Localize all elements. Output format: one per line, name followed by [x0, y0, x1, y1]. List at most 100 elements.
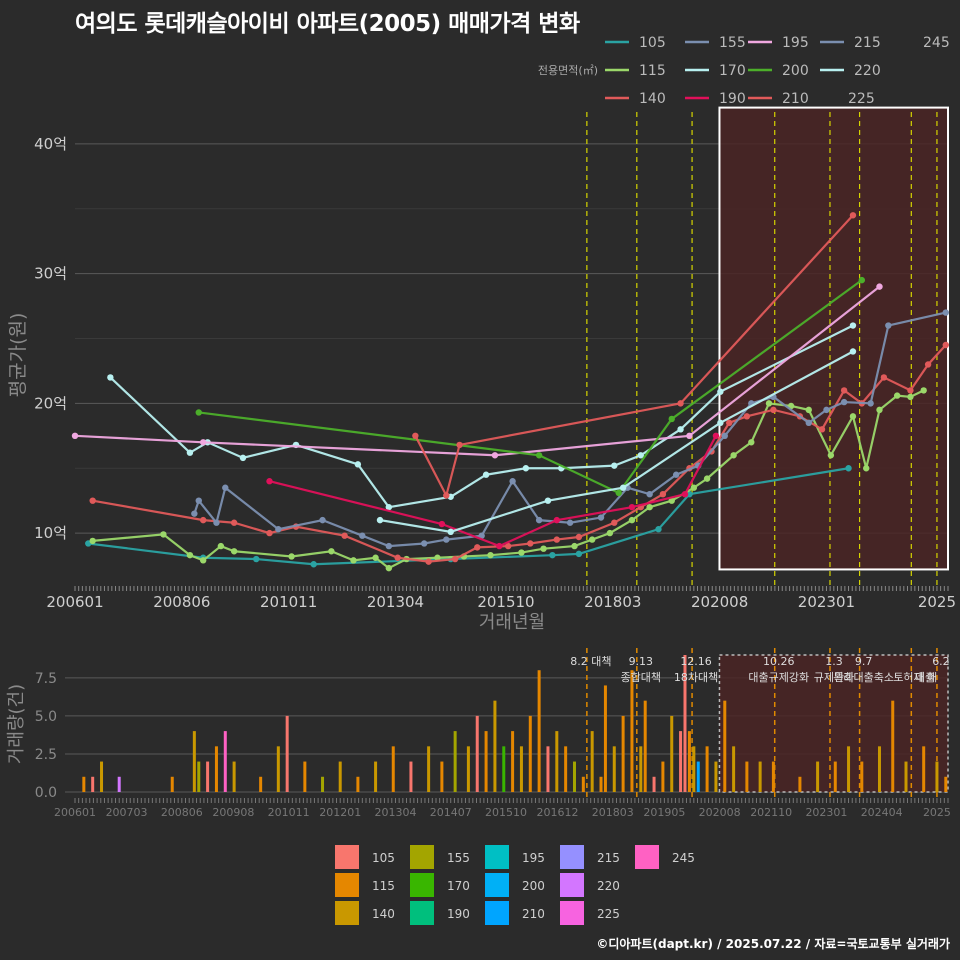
data-point-115: [434, 554, 441, 561]
volume-bar: [356, 776, 360, 792]
y-tick-label: 2.5: [35, 747, 57, 763]
volume-bar: [833, 761, 837, 792]
data-point-115: [350, 557, 357, 564]
data-point-140: [553, 536, 561, 543]
x-tick-label: 201011: [260, 593, 317, 611]
data-point-200: [535, 452, 543, 459]
volume-bar: [338, 761, 342, 792]
volume-bar: [374, 761, 378, 792]
x-tick-label: 200601: [46, 593, 103, 611]
policy-annotation: 6.2: [932, 655, 950, 668]
policy-annotation: 9.7: [855, 655, 873, 668]
legend-swatch-210: [485, 901, 509, 925]
data-point-140: [575, 533, 583, 541]
volume-bar: [679, 731, 683, 792]
data-point-195: [876, 283, 883, 290]
data-point-115: [628, 516, 636, 524]
data-point-140: [770, 406, 777, 414]
policy-annotation: 대출: [915, 671, 935, 684]
x-tick-label: 202301: [805, 806, 847, 819]
data-point-190: [496, 542, 503, 550]
volume-bar: [537, 670, 541, 792]
data-point-115: [217, 542, 225, 550]
y-tick-label: 20억: [34, 394, 67, 412]
volume-bar: [572, 761, 576, 792]
volume-bar: [321, 776, 325, 792]
data-point-155: [535, 516, 543, 524]
data-point-115: [668, 497, 675, 504]
data-point-190: [681, 490, 689, 498]
volume-bar: [944, 776, 948, 792]
data-point-220: [447, 528, 454, 536]
data-point-170: [849, 322, 857, 329]
volume-bar: [661, 761, 665, 792]
data-point-210: [412, 432, 419, 440]
volume-bar: [511, 731, 515, 792]
x-tick-label: 201201: [319, 806, 361, 819]
data-point-155: [646, 490, 653, 498]
legend-swatch-225: [560, 901, 584, 925]
data-point-140: [425, 558, 432, 565]
data-point-220: [544, 497, 552, 504]
legend-label-140: 140: [639, 91, 666, 107]
legend-label-195: 195: [522, 851, 545, 865]
data-point-105: [686, 490, 693, 498]
legend-label-200: 200: [782, 63, 809, 79]
series-line-105: [88, 467, 849, 566]
data-point-195: [686, 432, 693, 440]
data-point-220: [619, 484, 627, 491]
policy-annotation: 대출규제강화: [748, 671, 809, 684]
x-tick-label: 201510: [485, 806, 527, 819]
volume-bar: [82, 776, 86, 792]
volume-bar: [590, 731, 594, 792]
data-point-155: [191, 510, 198, 517]
data-point-140: [230, 519, 238, 526]
policy-annotation: 1.3: [825, 655, 843, 668]
data-point-115: [518, 549, 525, 556]
volume-bar: [206, 761, 210, 792]
data-point-190: [712, 432, 720, 440]
data-point-195: [71, 432, 79, 440]
x-tick-label: 201304: [374, 806, 416, 819]
data-point-115: [748, 439, 755, 446]
volume-bar: [891, 700, 895, 792]
data-point-155: [805, 419, 812, 427]
x-tick-label: 200601: [54, 806, 96, 819]
data-point-155: [721, 432, 728, 440]
volume-bar: [758, 761, 762, 792]
policy-annotation: 규제완화: [814, 671, 854, 684]
data-point-140: [907, 387, 914, 394]
data-point-155: [840, 398, 848, 406]
volume-bar: [745, 761, 749, 792]
y-axis-label: 평균가(원): [7, 313, 29, 398]
data-point-155: [275, 526, 282, 533]
y-tick-label: 10억: [34, 524, 67, 542]
data-point-115: [487, 551, 494, 559]
data-point-155: [566, 519, 574, 526]
data-point-155: [385, 542, 393, 550]
data-point-115: [646, 503, 653, 511]
legend-swatch-245: [635, 845, 659, 869]
data-point-140: [942, 341, 949, 349]
legend-label-190: 190: [447, 907, 470, 921]
volume-bar: [696, 761, 700, 792]
data-point-170: [637, 452, 644, 459]
data-point-115: [849, 413, 857, 420]
data-point-170: [717, 388, 724, 395]
data-point-155: [509, 478, 516, 485]
legend-title: 전용면적(㎡): [538, 64, 598, 77]
legend-swatch-215: [560, 845, 584, 869]
data-point-115: [372, 554, 379, 561]
data-point-140: [341, 532, 348, 539]
volume-bar: [453, 731, 457, 792]
data-point-115: [588, 536, 596, 543]
data-point-220: [376, 516, 384, 524]
data-point-195: [199, 439, 207, 446]
data-point-210: [677, 400, 684, 407]
x-tick-label: 201905: [643, 806, 685, 819]
x-tick-label: 202404: [861, 806, 903, 819]
volume-bar: [670, 715, 674, 792]
data-point-115: [540, 545, 547, 552]
series-line-220: [379, 350, 854, 533]
legend-label-215: 215: [854, 35, 881, 51]
